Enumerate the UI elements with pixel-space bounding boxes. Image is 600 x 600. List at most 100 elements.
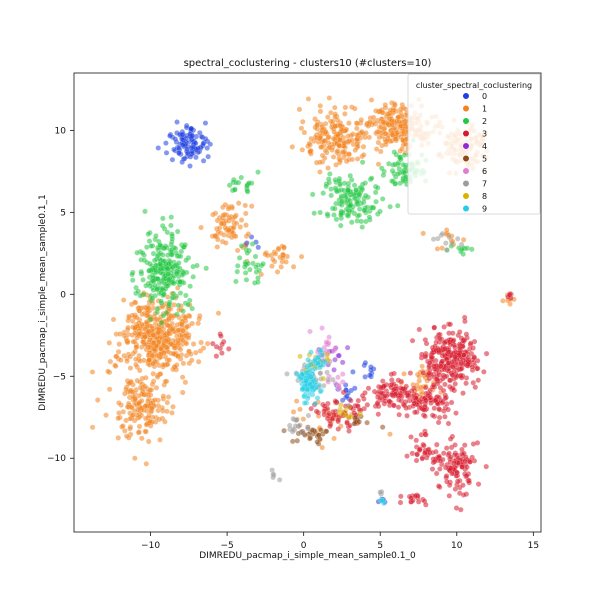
data-point-cluster-7 [321, 382, 327, 389]
data-point-cluster-1 [106, 386, 113, 393]
data-point-cluster-1 [319, 444, 325, 451]
data-point-cluster-2 [182, 241, 188, 248]
data-point-cluster-1 [317, 169, 323, 175]
data-point-cluster-9 [299, 385, 306, 392]
data-point-cluster-0 [195, 145, 201, 151]
data-point-cluster-2 [129, 277, 136, 283]
data-point-cluster-3 [438, 461, 445, 468]
data-point-cluster-1 [125, 324, 131, 331]
data-point-cluster-3 [436, 349, 442, 356]
data-point-cluster-2 [158, 320, 165, 326]
data-point-cluster-3 [355, 397, 362, 404]
data-point-cluster-2 [353, 187, 359, 193]
data-point-cluster-1 [242, 202, 249, 209]
legend-marker-cluster-1 [462, 104, 470, 113]
data-point-cluster-1 [420, 230, 426, 237]
data-point-cluster-4 [344, 344, 351, 351]
data-point-cluster-2 [183, 257, 189, 264]
data-point-cluster-2 [190, 274, 196, 280]
data-point-cluster-1 [112, 363, 119, 369]
data-point-cluster-1 [301, 129, 308, 136]
data-point-cluster-1 [103, 412, 109, 418]
data-point-cluster-1 [214, 244, 221, 250]
data-point-cluster-1 [175, 340, 182, 346]
data-point-cluster-2 [359, 181, 366, 188]
data-point-cluster-1 [136, 367, 143, 374]
data-point-cluster-1 [278, 264, 284, 270]
data-point-cluster-2 [189, 305, 195, 312]
data-point-cluster-3 [470, 345, 476, 351]
data-point-cluster-1 [223, 240, 229, 246]
data-point-cluster-1 [352, 105, 358, 112]
data-point-cluster-1 [142, 383, 148, 390]
data-point-cluster-2 [177, 278, 183, 285]
data-point-cluster-1 [342, 104, 349, 111]
data-point-cluster-1 [116, 410, 122, 416]
legend-entries: 0 1 2 3 4 5 6 7 8 9 [462, 92, 487, 214]
data-point-cluster-3 [445, 406, 451, 413]
data-point-cluster-2 [165, 271, 171, 277]
data-point-cluster-1 [225, 206, 232, 212]
data-point-cluster-1 [130, 338, 137, 345]
data-point-cluster-1 [132, 348, 138, 355]
data-point-cluster-2 [256, 267, 263, 274]
legend-label-cluster-5: 5 [482, 155, 487, 164]
data-point-cluster-2 [359, 224, 365, 230]
data-point-cluster-1 [238, 217, 245, 223]
data-point-cluster-1 [331, 128, 337, 135]
data-point-cluster-3 [435, 483, 442, 489]
data-point-cluster-3 [466, 479, 472, 486]
data-point-cluster-7 [293, 417, 300, 423]
data-point-cluster-2 [129, 271, 135, 278]
data-point-cluster-1 [142, 403, 149, 410]
data-point-cluster-3 [506, 292, 513, 298]
data-point-cluster-3 [463, 331, 470, 337]
data-point-cluster-1 [330, 154, 337, 160]
data-point-cluster-3 [412, 493, 419, 499]
data-point-cluster-2 [379, 196, 386, 202]
data-point-cluster-1 [127, 353, 134, 360]
data-point-cluster-3 [442, 381, 448, 388]
y-tick-label: 10 [55, 126, 67, 136]
data-point-cluster-3 [483, 350, 490, 357]
data-point-cluster-9 [320, 362, 327, 368]
data-point-cluster-1 [235, 200, 242, 206]
data-point-cluster-1 [136, 400, 142, 407]
data-point-cluster-1 [180, 337, 187, 344]
data-point-cluster-1 [148, 323, 155, 330]
data-point-cluster-3 [425, 447, 431, 453]
data-point-cluster-2 [161, 245, 168, 251]
data-point-cluster-2 [203, 265, 209, 272]
data-point-cluster-3 [396, 411, 402, 418]
data-point-cluster-1 [106, 340, 113, 346]
data-point-cluster-2 [347, 172, 354, 179]
data-point-cluster-3 [468, 350, 475, 357]
data-point-cluster-1 [289, 144, 296, 150]
legend-box [407, 73, 541, 215]
data-point-cluster-3 [331, 412, 337, 418]
data-point-cluster-3 [423, 501, 429, 508]
data-point-cluster-0 [183, 124, 190, 131]
data-point-cluster-1 [434, 246, 441, 252]
data-point-cluster-3 [335, 426, 342, 432]
data-point-cluster-1 [169, 410, 175, 416]
data-point-cluster-3 [442, 413, 448, 420]
data-point-cluster-1 [145, 312, 151, 319]
data-point-cluster-9 [309, 391, 316, 398]
data-point-cluster-3 [344, 420, 350, 426]
data-point-cluster-3 [422, 431, 429, 438]
data-point-cluster-1 [136, 307, 143, 314]
data-point-cluster-3 [471, 354, 478, 361]
data-point-cluster-2 [252, 253, 259, 260]
data-point-cluster-3 [452, 381, 458, 387]
data-point-cluster-1 [358, 117, 365, 123]
data-point-cluster-7 [324, 369, 330, 376]
data-point-cluster-1 [143, 319, 150, 325]
legend-label-cluster-9: 9 [482, 205, 487, 214]
data-point-cluster-2 [394, 202, 401, 209]
data-point-cluster-3 [433, 448, 439, 455]
data-point-cluster-2 [145, 231, 152, 237]
data-point-cluster-3 [435, 419, 442, 426]
data-point-cluster-2 [150, 250, 157, 257]
data-point-cluster-2 [339, 198, 346, 205]
